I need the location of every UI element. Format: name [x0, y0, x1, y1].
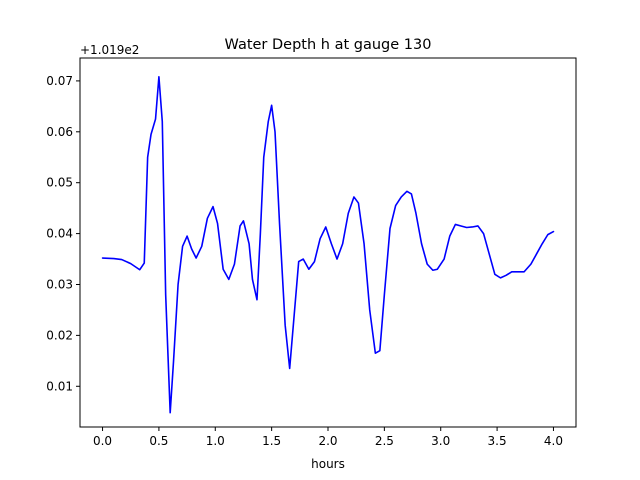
x-tick-label: 1.5: [262, 434, 281, 448]
y-tick-label: 0.01: [46, 379, 73, 393]
y-tick-label: 0.02: [46, 328, 73, 342]
x-tick-label: 4.0: [544, 434, 563, 448]
plot-frame: [79, 57, 577, 428]
x-tick-label: 2.0: [318, 434, 337, 448]
y-tick-label: 0.07: [46, 74, 73, 88]
y-tick-label: 0.05: [46, 176, 73, 190]
x-tick-label: 3.5: [488, 434, 507, 448]
x-axis-label: hours: [311, 457, 345, 471]
x-tick-label: 2.5: [375, 434, 394, 448]
y-offset-label: +1.019e2: [80, 43, 139, 57]
x-tick-label: 1.0: [206, 434, 225, 448]
y-tick-label: 0.04: [46, 227, 73, 241]
chart-title: Water Depth h at gauge 130: [225, 37, 432, 53]
x-tick-label: 3.0: [431, 434, 450, 448]
x-tick-label: 0.5: [149, 434, 168, 448]
y-tick-label: 0.06: [46, 125, 73, 139]
y-tick-label: 0.03: [46, 277, 73, 291]
plot-area: 0.0 0.5 1.0 1.5 2.0 2.5 3.0 3.5 4.0 0.01 0.02 0.03 0…: [46, 57, 577, 448]
x-tick-label: 0.0: [93, 434, 112, 448]
series-line-0: [101, 76, 555, 414]
